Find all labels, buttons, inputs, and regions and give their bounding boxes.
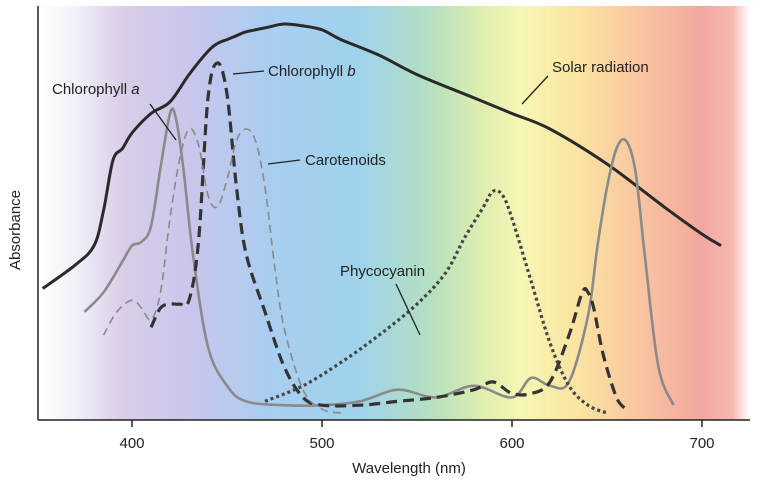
- x-tick-label-500: 500: [309, 435, 334, 452]
- leader-line-chlorophyll-a: [149, 103, 177, 141]
- curve-chlorophyll-b: [149, 61, 628, 411]
- x-tick-label-700: 700: [689, 435, 714, 452]
- curve-chlorophyll-a: [83, 107, 675, 408]
- curve-carotenoids: [102, 127, 342, 414]
- label-solar-radiation: Solar radiation: [552, 59, 649, 76]
- leader-line-phycocyanin: [395, 283, 421, 336]
- spectrum-background: [38, 6, 750, 420]
- label-carotenoids: Carotenoids: [305, 152, 386, 169]
- leader-line-solar-radiation: [521, 75, 549, 105]
- x-ticks: 400 500 600 700: [119, 420, 715, 452]
- leader-line-chlorophyll-b: [232, 70, 265, 75]
- leader-line-carotenoids: [267, 159, 301, 165]
- y-axis-title: Absorbance: [7, 190, 24, 270]
- curve-phycocyanin: [264, 188, 608, 415]
- label-phycocyanin: Phycocyanin: [340, 263, 425, 280]
- x-tick-label-400: 400: [119, 435, 144, 452]
- curve-labels: Solar radiation Chlorophyll a Chlorophyll …: [52, 59, 649, 336]
- label-chlorophyll-a: Chlorophyll a: [52, 81, 140, 98]
- curves-layer: [41, 22, 722, 415]
- label-chlorophyll-b: Chlorophyll b: [268, 63, 356, 80]
- x-axis-title: Wavelength (nm): [352, 460, 466, 477]
- curve-solar-radiation: [41, 22, 722, 290]
- x-tick-label-600: 600: [499, 435, 524, 452]
